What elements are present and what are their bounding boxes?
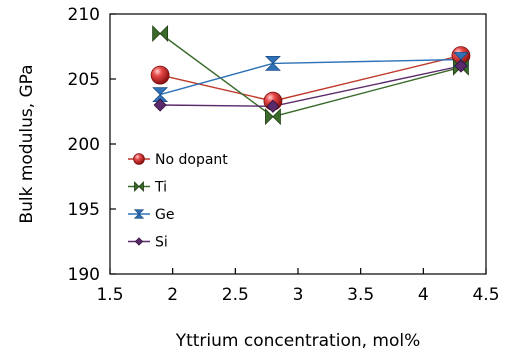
series-markers-si (153, 59, 468, 113)
legend-label-ge: Ge (155, 207, 174, 223)
data-point-ge-1 (264, 56, 281, 71)
x-axis-title: Yttrium concentration, mol% (175, 331, 421, 351)
y-axis-title: Bulk modulus, GPa (17, 64, 37, 223)
x-tick-label-0: 1.5 (96, 285, 123, 305)
legend-marker-ge (133, 209, 145, 219)
y-tick-label-3: 205 (68, 70, 100, 90)
legend-item-ti: Ti (128, 180, 167, 196)
data-point-ti-0 (152, 25, 169, 42)
data-point-si-0 (153, 98, 167, 112)
legend-item-no-dopant: No dopant (128, 152, 228, 168)
legend-label-si: Si (155, 235, 168, 251)
legend-label-no-dopant: No dopant (155, 152, 228, 168)
data-point-ti-1 (265, 108, 281, 126)
data-point-no-dopant-0 (150, 65, 170, 85)
x-tick-label-1: 2 (167, 285, 178, 305)
y-tick-label-1: 195 (68, 200, 100, 220)
legend-item-ge: Ge (128, 207, 174, 223)
x-tick-label-4: 3.5 (347, 285, 374, 305)
x-tick-label-3: 3 (293, 285, 304, 305)
legend-marker-si (134, 237, 144, 246)
plot-area (109, 13, 487, 275)
x-tick-label-2: 2.5 (222, 285, 249, 305)
y-tick-label-4: 210 (68, 5, 100, 25)
legend-marker-no-dopant (133, 153, 145, 165)
data-point-si-1 (266, 99, 280, 113)
data-point-si-2 (454, 59, 468, 73)
legend-item-si: Si (128, 235, 168, 251)
y-tick-label-2: 200 (68, 135, 100, 155)
legend-label-ti: Ti (154, 180, 167, 196)
data-point-ge-0 (152, 87, 169, 102)
legend: No dopant Ti Ge Si (128, 152, 228, 251)
x-tick-label-5: 4 (418, 285, 429, 305)
x-tick-label-6: 4.5 (472, 285, 499, 305)
legend-marker-ti (134, 181, 144, 192)
y-tick-label-0: 190 (68, 265, 100, 285)
